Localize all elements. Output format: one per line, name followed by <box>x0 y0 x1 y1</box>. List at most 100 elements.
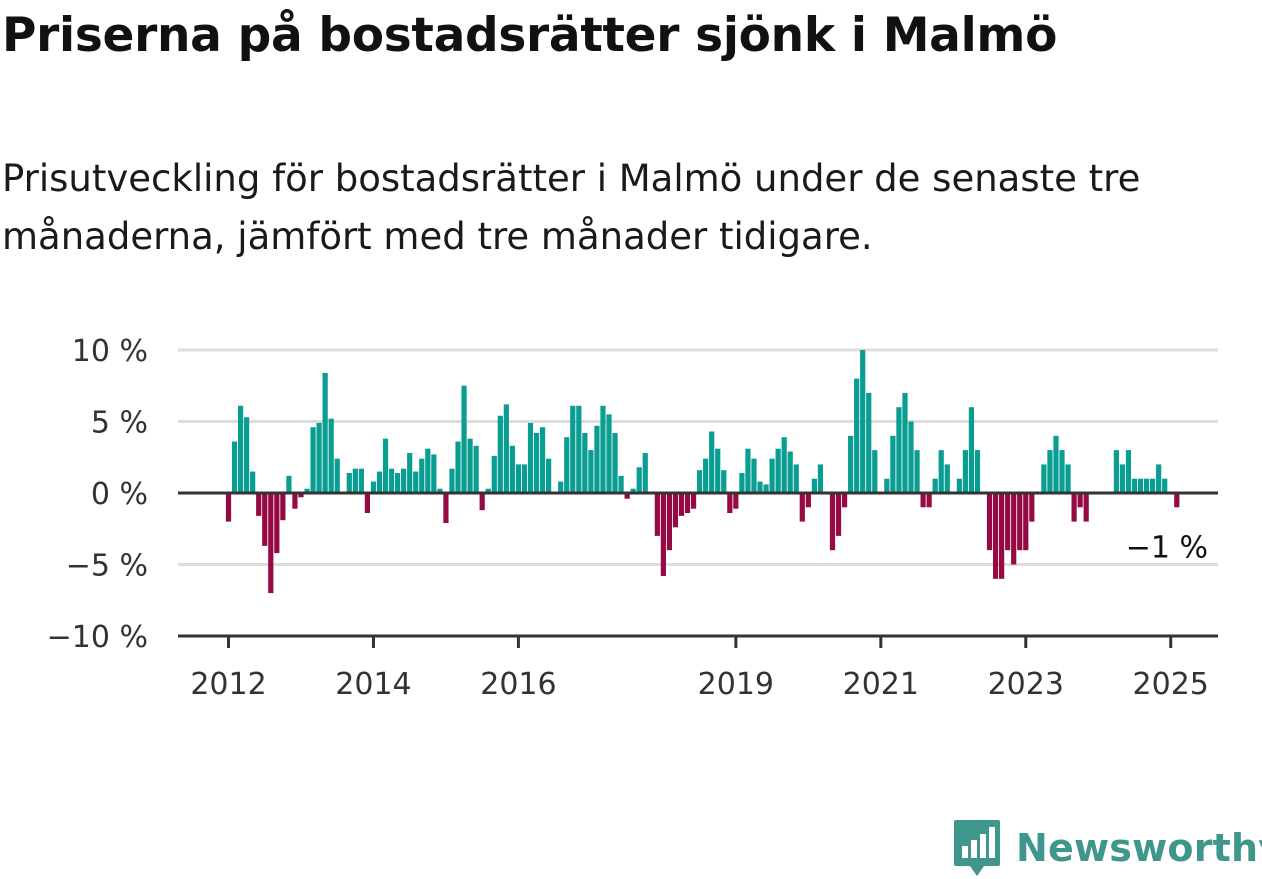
bar <box>787 451 793 493</box>
bar <box>473 445 479 493</box>
bar <box>364 493 371 514</box>
bar <box>322 372 328 493</box>
bar <box>612 432 618 493</box>
bar <box>298 493 304 498</box>
bar <box>558 481 564 493</box>
bar <box>310 427 316 493</box>
bar <box>316 422 322 493</box>
bar <box>684 493 691 514</box>
bar <box>479 493 485 511</box>
bar <box>896 407 902 493</box>
x-tick-label: 2014 <box>335 667 411 702</box>
bar <box>962 450 968 493</box>
gridlines <box>178 348 1218 566</box>
bar <box>1005 493 1011 551</box>
bar <box>944 464 950 493</box>
bar <box>225 493 232 522</box>
bar <box>715 448 721 493</box>
bar <box>920 493 926 508</box>
bar <box>1137 478 1144 493</box>
bar <box>1174 493 1180 508</box>
bar <box>666 493 673 551</box>
bar <box>564 437 570 493</box>
bar <box>956 478 962 493</box>
bar <box>866 392 872 493</box>
bar <box>1053 435 1059 493</box>
bar <box>1059 450 1065 493</box>
bar <box>443 493 449 524</box>
bar <box>757 481 763 493</box>
bar <box>624 493 630 499</box>
bar <box>1143 478 1150 493</box>
bar <box>280 493 286 521</box>
bar <box>1131 478 1138 493</box>
bar <box>703 458 709 493</box>
bar <box>539 427 546 493</box>
bar <box>745 448 751 493</box>
bar <box>256 493 262 516</box>
bars <box>225 350 1180 594</box>
bar <box>841 493 848 508</box>
bar <box>932 478 938 493</box>
price-change-bar-chart: 10 % 5 % 0 % −5 % −10 % 2012 2014 2016 2019 2021 2… <box>47 334 1218 702</box>
bar <box>884 478 890 493</box>
bar <box>727 493 733 514</box>
bar <box>304 488 310 493</box>
bar <box>829 493 836 551</box>
x-tick-label: 2012 <box>190 667 266 702</box>
bar <box>721 470 727 493</box>
bar <box>618 475 624 493</box>
bar <box>485 488 491 493</box>
bar <box>799 493 805 522</box>
bar <box>521 464 528 493</box>
bar <box>890 435 896 493</box>
bar <box>811 478 817 493</box>
bar <box>334 458 340 493</box>
chart-title: Priserna på bostadsrätter sjönk i Malmö <box>2 8 1058 63</box>
bar <box>461 385 467 493</box>
bar <box>805 493 811 508</box>
x-tick-label: 2016 <box>480 667 556 702</box>
bar <box>775 448 781 493</box>
bar <box>926 493 932 508</box>
x-tick-label: 2025 <box>1133 667 1209 702</box>
bar <box>606 414 612 493</box>
bar <box>1047 450 1053 493</box>
bar <box>231 441 238 493</box>
axes: 10 % 5 % 0 % −5 % −10 % 2012 2014 2016 2019 2021 2… <box>47 334 1218 702</box>
y-tick-label: 0 % <box>91 477 148 512</box>
bar <box>413 471 419 493</box>
y-tick-label: −5 % <box>66 549 148 584</box>
bar <box>467 438 473 493</box>
bar <box>437 488 443 493</box>
bar <box>1029 493 1035 522</box>
bar <box>908 421 914 493</box>
bar <box>1077 493 1083 508</box>
bar <box>1125 450 1132 493</box>
bar <box>491 455 497 493</box>
bar <box>1119 464 1126 493</box>
bar <box>872 450 878 493</box>
x-tick-label: 2019 <box>698 667 774 702</box>
bar <box>938 450 944 493</box>
bar <box>636 467 642 493</box>
bar <box>854 378 860 493</box>
bar <box>733 493 739 509</box>
bar <box>697 470 703 493</box>
bar <box>1162 478 1168 493</box>
x-tick-label: 2021 <box>843 667 919 702</box>
bar <box>237 405 244 493</box>
bar <box>352 468 358 493</box>
bar <box>986 493 993 551</box>
bar <box>709 431 715 493</box>
bar <box>395 472 401 493</box>
bar <box>1113 450 1119 493</box>
bar <box>1065 464 1071 493</box>
bar <box>546 458 552 493</box>
bar <box>425 448 431 493</box>
newsworthy-brand: Newsworthy <box>952 818 1262 878</box>
bar <box>678 493 685 516</box>
newsworthy-logo-icon <box>954 820 1000 876</box>
bar <box>594 425 600 493</box>
bar <box>250 471 256 493</box>
